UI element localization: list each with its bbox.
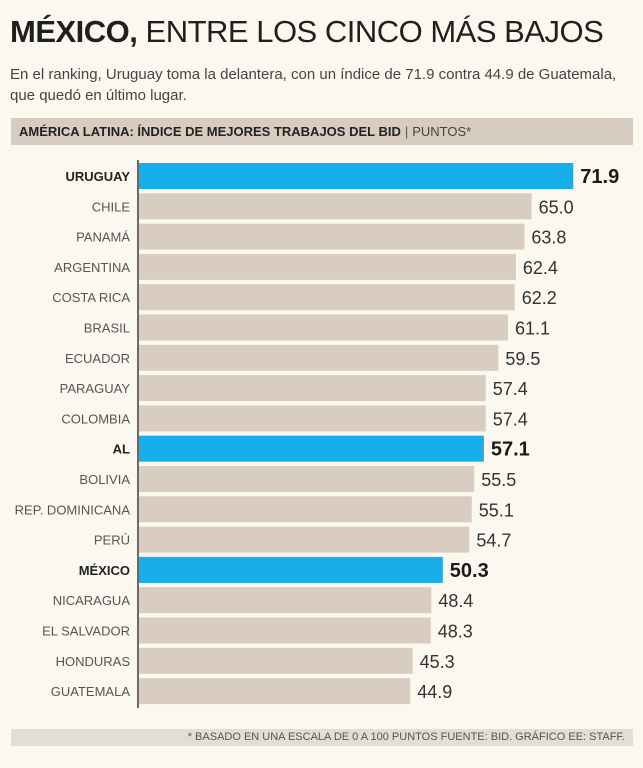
value-label: 62.2: [522, 288, 557, 308]
category-label: MÉXICO: [79, 563, 130, 578]
value-label: 63.8: [531, 228, 566, 248]
chart-unit: PUNTOS*: [412, 124, 472, 139]
category-label: COSTA RICA: [52, 290, 130, 305]
value-label: 54.7: [476, 531, 511, 551]
category-label: URUGUAY: [65, 169, 130, 184]
bar-méxico: [139, 556, 443, 583]
chart-header-separator: |: [404, 124, 409, 139]
chart-title: AMÉRICA LATINA: ÍNDICE DE MEJORES TRABAJ…: [19, 124, 401, 139]
category-label: AL: [113, 442, 130, 457]
bar-al: [139, 435, 484, 462]
value-label: 62.4: [523, 258, 558, 278]
bar-panamá: [139, 223, 525, 250]
category-label: EL SALVADOR: [42, 624, 130, 639]
value-label: 59.5: [505, 349, 540, 369]
category-label: ARGENTINA: [54, 260, 130, 275]
title-bold: MÉXICO,: [10, 14, 138, 49]
bar-el-salvador: [139, 617, 431, 644]
value-label: 44.9: [417, 682, 452, 702]
value-label: 55.1: [479, 500, 514, 520]
bar-costa-rica: [139, 284, 515, 311]
category-label: REP. DOMINICANA: [15, 502, 131, 517]
value-label: 45.3: [420, 652, 455, 672]
title-rest: ENTRE LOS CINCO MÁS BAJOS: [145, 14, 604, 49]
bar-rep-dominicana: [139, 496, 472, 523]
value-label: 48.3: [438, 622, 473, 642]
page-title: MÉXICO, ENTRE LOS CINCO MÁS BAJOS: [10, 12, 604, 52]
category-label: BOLIVIA: [79, 472, 130, 487]
bar-guatemala: [139, 678, 411, 705]
chart-header: AMÉRICA LATINA: ÍNDICE DE MEJORES TRABAJ…: [11, 118, 633, 145]
bar-paraguay: [139, 375, 486, 402]
bar-perú: [139, 526, 470, 553]
footer-note: * BASADO EN UNA ESCALA DE 0 A 100 PUNTOS…: [11, 729, 633, 746]
subtitle: En el ranking, Uruguay toma la delantera…: [10, 66, 617, 104]
bar-uruguay: [139, 163, 574, 189]
category-label: CHILE: [92, 199, 131, 214]
category-label: COLOMBIA: [61, 411, 130, 426]
value-label: 48.4: [438, 591, 473, 611]
value-label: 71.9: [580, 166, 619, 188]
category-label: GUATEMALA: [51, 684, 131, 699]
value-label: 61.1: [515, 319, 550, 339]
bar-nicaragua: [139, 587, 432, 614]
category-label: BRASIL: [84, 321, 130, 336]
value-label: 55.5: [481, 470, 516, 490]
value-label: 57.4: [493, 409, 528, 429]
bar-brasil: [139, 314, 509, 341]
value-label: 57.4: [493, 379, 528, 399]
bar-chile: [139, 193, 532, 220]
category-label: PANAMÁ: [76, 230, 130, 245]
category-label: PERÚ: [94, 533, 130, 548]
bar-argentina: [139, 253, 516, 280]
bar-colombia: [139, 405, 486, 432]
value-label: 57.1: [491, 439, 530, 461]
category-label: PARAGUAY: [60, 381, 131, 396]
value-label: 50.3: [450, 560, 489, 582]
category-label: NICARAGUA: [53, 593, 131, 608]
bar-honduras: [139, 647, 413, 674]
value-label: 65.0: [539, 197, 574, 217]
category-label: ECUADOR: [65, 351, 130, 366]
bar-ecuador: [139, 344, 499, 371]
category-label: HONDURAS: [56, 654, 131, 669]
bar-bolivia: [139, 466, 475, 492]
